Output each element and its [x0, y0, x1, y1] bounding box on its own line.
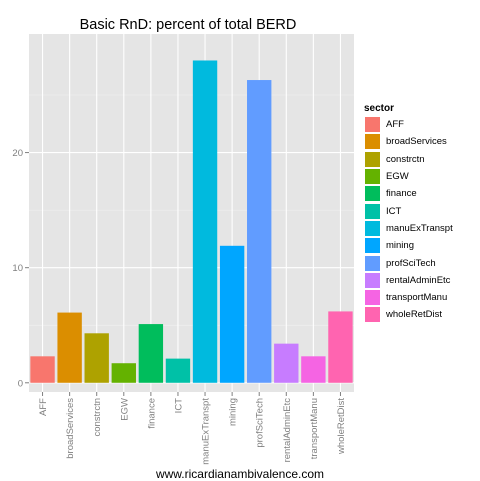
- legend-item: rentalAdminEtc: [364, 271, 476, 289]
- legend-item: ICT: [364, 202, 476, 220]
- legend: sector AFF broadServices constrctn EGW finan…: [364, 102, 476, 324]
- bar-profSciTech: [247, 80, 272, 383]
- y-axis: 0 10 20: [12, 148, 29, 389]
- legend-key: [364, 185, 381, 203]
- legend-item: wholeRetDist: [364, 306, 476, 324]
- legend-key: [364, 306, 381, 324]
- legend-item: broadServices: [364, 133, 476, 151]
- legend-key: [364, 237, 381, 255]
- bar-wholeRetDist: [328, 311, 353, 383]
- x-tick-label: EGW: [119, 398, 130, 421]
- legend-item: mining: [364, 237, 476, 255]
- legend-swatch: [365, 255, 380, 271]
- legend-label: profSciTech: [386, 257, 436, 269]
- legend-item: profSciTech: [364, 254, 476, 272]
- legend-label: constrctn: [386, 153, 425, 165]
- chart-title: Basic RnD: percent of total BERD: [80, 17, 297, 33]
- legend-label: broadServices: [386, 136, 447, 148]
- legend-label: finance: [386, 188, 417, 200]
- legend-label: EGW: [386, 171, 409, 183]
- legend-swatch: [365, 203, 380, 219]
- x-tick-label: transportManu: [309, 398, 320, 459]
- y-tick-label: 10: [12, 263, 23, 274]
- x-tick-label: rentalAdminEtc: [282, 398, 293, 463]
- legend-title: sector: [364, 103, 395, 114]
- legend-item: constrctn: [364, 150, 476, 168]
- bar-AFF: [30, 356, 55, 383]
- bars: [30, 60, 353, 383]
- legend-item: EGW: [364, 168, 476, 186]
- legend-label: wholeRetDist: [386, 309, 442, 321]
- legend-swatch: [365, 290, 380, 306]
- x-axis: AFF broadServices constrctn EGW finance ICT ma…: [38, 392, 347, 465]
- y-tick-label: 20: [12, 148, 23, 159]
- legend-key: [364, 289, 381, 307]
- legend-swatch: [365, 169, 380, 185]
- legend-key: [364, 116, 381, 134]
- bar-rentalAdminEtc: [274, 343, 299, 383]
- legend-swatch: [365, 238, 380, 254]
- legend-item: finance: [364, 185, 476, 203]
- bar-broadServices: [57, 312, 82, 383]
- x-tick-label: profSciTech: [255, 398, 266, 448]
- legend-item: AFF: [364, 116, 476, 134]
- y-tick-label: 0: [18, 378, 23, 389]
- legend-key: [364, 150, 381, 168]
- legend-swatch: [365, 117, 380, 133]
- legend-swatch: [365, 151, 380, 167]
- bar-constrctn: [84, 333, 109, 383]
- legend-key: [364, 219, 381, 237]
- legend-swatch: [365, 134, 380, 150]
- legend-item: transportManu: [364, 289, 476, 307]
- bar-EGW: [111, 363, 136, 383]
- legend-label: rentalAdminEtc: [386, 274, 451, 286]
- x-tick-label: constrctn: [92, 398, 103, 437]
- legend-key: [364, 202, 381, 220]
- legend-key: [364, 271, 381, 289]
- x-tick-label: manuExTranspt: [201, 398, 212, 465]
- legend-swatch: [365, 307, 380, 323]
- legend-label: transportManu: [386, 292, 448, 304]
- bar-mining: [219, 245, 245, 383]
- legend-label: ICT: [386, 205, 402, 217]
- x-tick-label: finance: [146, 398, 157, 429]
- legend-item: manuExTranspt: [364, 219, 476, 237]
- x-tick-label: ICT: [173, 398, 184, 414]
- legend-key: [364, 133, 381, 151]
- bar-transportManu: [301, 356, 326, 383]
- legend-key: [364, 168, 381, 186]
- legend-swatch: [365, 220, 380, 236]
- legend-swatch: [365, 272, 380, 288]
- bar-manuExTranspt: [192, 60, 218, 383]
- x-tick-label: wholeRetDist: [336, 398, 347, 455]
- legend-key: [364, 254, 381, 272]
- legend-label: manuExTranspt: [386, 222, 453, 234]
- bar-ICT: [165, 358, 191, 383]
- x-tick-label: broadServices: [65, 398, 76, 459]
- plot-panel: [29, 34, 354, 392]
- legend-label: AFF: [386, 119, 404, 131]
- legend-swatch: [365, 186, 380, 202]
- x-tick-label: mining: [228, 398, 239, 426]
- x-tick-label: AFF: [38, 398, 49, 416]
- legend-items: AFF broadServices constrctn EGW finance ICT ma…: [364, 116, 476, 324]
- legend-label: mining: [386, 240, 414, 252]
- bar-finance: [138, 324, 164, 383]
- source-credit: www.ricardianambivalence.com: [155, 467, 325, 481]
